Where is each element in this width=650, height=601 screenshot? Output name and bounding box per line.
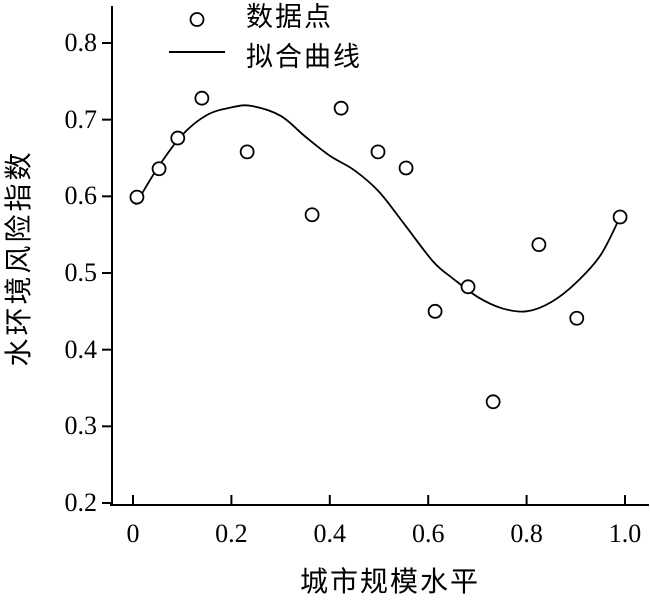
x-tick-label: 1.0 xyxy=(608,519,642,548)
y-tick-label: 0.3 xyxy=(64,411,98,441)
data-point xyxy=(170,130,186,146)
y-tick-label: 0.7 xyxy=(64,104,98,134)
y-tick-label: 0.8 xyxy=(64,28,98,57)
data-point xyxy=(531,237,547,253)
data-point xyxy=(129,189,145,205)
data-point xyxy=(194,90,210,106)
legend-label-fit-curve: 拟合曲线 xyxy=(246,42,362,72)
data-point xyxy=(460,279,476,295)
x-tick-label: 0.6 xyxy=(411,519,445,548)
y-axis-title: 水环境风险指数 xyxy=(4,149,35,367)
fit-curve xyxy=(134,104,621,313)
y-tick-label: 0.4 xyxy=(64,334,98,364)
data-point xyxy=(370,144,386,160)
legend-label-data-points: 数据点 xyxy=(246,2,333,32)
x-tick-label: 0.4 xyxy=(313,519,347,548)
y-tick-label: 0.5 xyxy=(64,258,98,287)
legend-marker-circle xyxy=(189,12,205,27)
data-point xyxy=(304,207,320,223)
data-point xyxy=(612,209,628,225)
data-point xyxy=(398,160,414,176)
x-tick-label: 0.2 xyxy=(215,519,248,548)
x-tick-label: 0.8 xyxy=(510,519,543,548)
data-point xyxy=(427,303,443,319)
data-point xyxy=(569,310,585,326)
data-point xyxy=(239,144,255,160)
data-point xyxy=(151,161,167,177)
x-tick-label: 0 xyxy=(126,519,140,548)
y-tick-label: 0.2 xyxy=(64,488,98,517)
data-point xyxy=(333,100,349,116)
data-point xyxy=(485,394,501,410)
y-tick-label: 0.6 xyxy=(64,181,98,211)
x-axis-title: 城市规模水平 xyxy=(299,567,480,598)
